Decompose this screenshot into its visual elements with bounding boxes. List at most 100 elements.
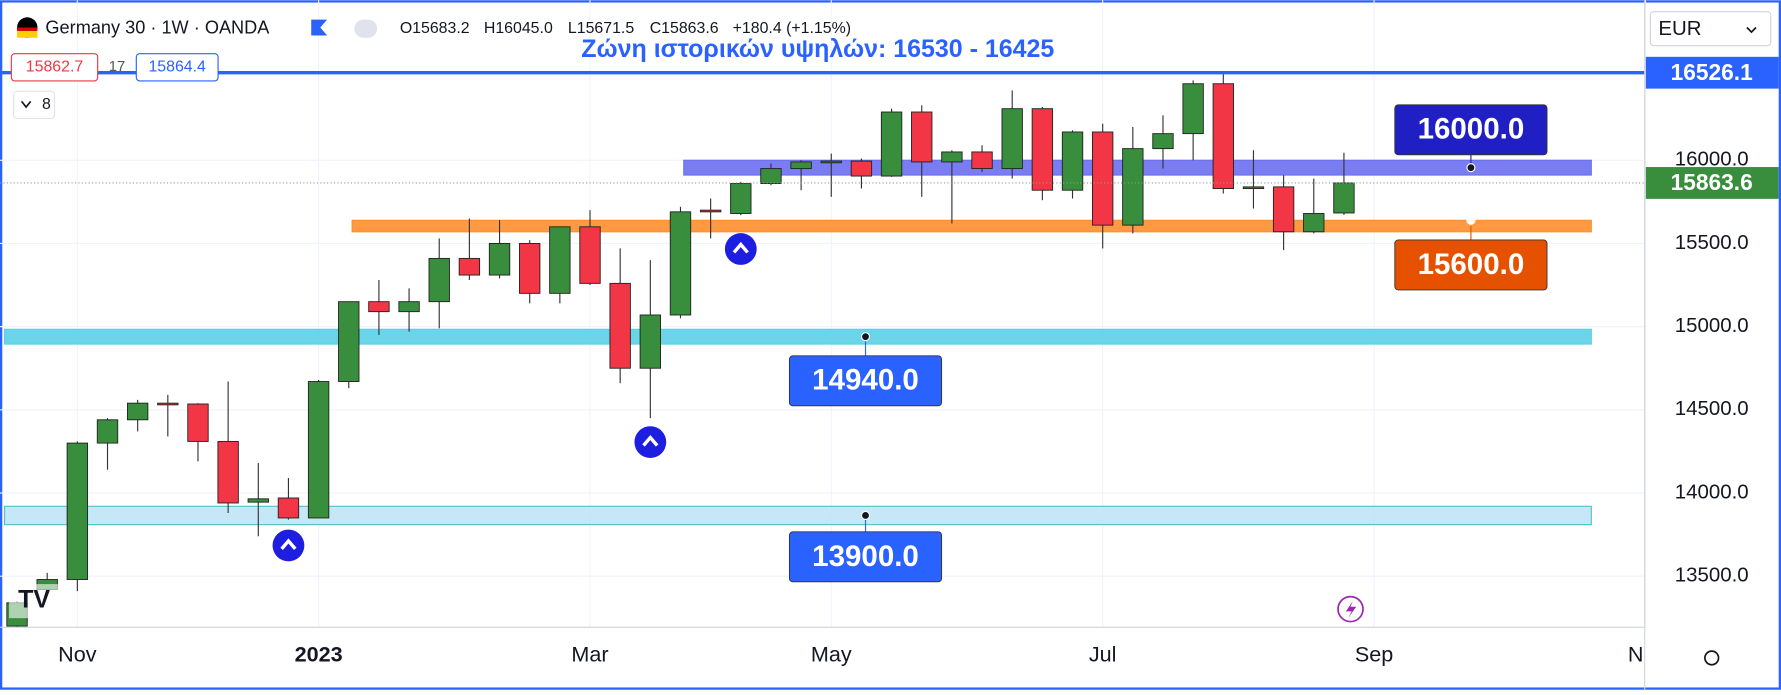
zone-label-box [1394,239,1548,291]
spread: 17 [109,59,125,75]
ask: 15864.4 [148,58,206,75]
candle-body [1272,186,1295,233]
annotation: Ζώνη ιστορικών υψηλών: 16530 - 16425 [581,35,1054,63]
candle-body [1031,108,1054,191]
candle-body [277,497,300,519]
zone [351,219,1592,233]
logo-bg [9,584,62,619]
indicators-toggle[interactable] [13,90,56,119]
signal-arrow [280,538,297,550]
price-label-box [1645,56,1779,89]
lightning [1345,601,1357,619]
zone-handle [860,510,871,520]
candle-body [1303,213,1325,233]
y-tick-label: 16000.0 [1675,148,1749,171]
candle-body [338,301,360,382]
candle-body [971,151,993,170]
candle-body [1061,131,1084,191]
price-label: 15863.6 [1671,169,1753,195]
signal-marker [724,233,757,265]
ohlc-change: +180.4 (+1.15%) [733,20,851,37]
flag-stripe [17,30,38,38]
zone-label: 13900.0 [812,540,919,573]
candle-body [1152,133,1174,150]
zone-handle [1466,215,1476,225]
zone-label-box [788,531,943,583]
candle-body [126,402,149,421]
logo: TV [18,586,50,614]
y-tick-label: 13500.0 [1675,564,1749,587]
zone-label: 16000.0 [1418,113,1525,146]
ask-box[interactable] [135,53,219,82]
candle-body [1001,108,1023,170]
indicator-count: 8 [42,96,51,113]
ohlc-open: O15683.2 [400,20,470,37]
candle-body [880,111,903,177]
candle-body [488,242,511,276]
price-label: 16526.1 [1671,59,1753,85]
candle-body [187,403,209,442]
bid: 15862.7 [26,58,84,75]
candle-body [669,211,692,316]
price-label-box [1645,167,1779,199]
candle-body [368,301,390,313]
candle-body [639,314,662,369]
y-tick-label: 15500.0 [1675,231,1749,254]
zone-label-box [1394,104,1548,156]
candle-body [247,498,269,503]
candle-body [820,160,842,164]
bid-box[interactable] [10,53,99,82]
candle-body [790,161,812,170]
candle-body [1212,83,1234,189]
candle-body [850,160,873,177]
candle-body [730,183,752,214]
candle-body [1242,186,1265,190]
x-tick-label: 2023 [295,641,343,666]
zone-handle [1466,163,1476,173]
candle-body [760,168,782,185]
candle-body [699,209,722,213]
candle-body [519,242,541,294]
zone [3,328,1592,345]
y-tick-label: 14000.0 [1675,480,1749,503]
x-tick-label: Jul [1089,641,1117,666]
signal-marker [634,426,667,459]
currency-select[interactable] [1649,11,1772,47]
x-tick-label: Mar [571,641,608,666]
x-tick-label: N [1628,641,1644,666]
y-tick-label: 14500.0 [1675,397,1749,420]
candle-body [66,442,89,580]
candle-body [911,111,933,163]
candle-body [579,226,601,284]
candle-body [1091,131,1114,226]
flag-stripe [17,27,38,31]
signal-arrow [642,434,659,447]
settings-icon[interactable] [1704,650,1720,666]
chevron [1746,26,1757,34]
chevron [20,100,32,109]
zone-handle [860,332,871,342]
x-tick-label: Nov [58,641,97,666]
symbol: Germany 30 · 1W · OANDA [45,17,270,37]
candle-body [1122,148,1144,226]
flag-marker [311,19,328,36]
candle-body [398,301,420,313]
hide-button[interactable] [354,19,378,38]
candle-body [428,257,450,303]
signal-arrow [732,241,749,254]
candle-body [458,257,481,276]
currency: EUR [1658,17,1701,40]
candle-body [1333,182,1355,214]
zone-label-box [788,355,943,407]
x-tick-label: May [811,641,852,666]
ohlc-close: C15863.6 [650,20,719,37]
candle-body [96,419,119,444]
legend: Germany 30 · 1W · OANDA O15683.2 H16045.… [10,17,851,119]
x-tick-label: Sep [1355,641,1393,666]
candle-body [609,282,631,369]
candle-body [157,402,179,406]
